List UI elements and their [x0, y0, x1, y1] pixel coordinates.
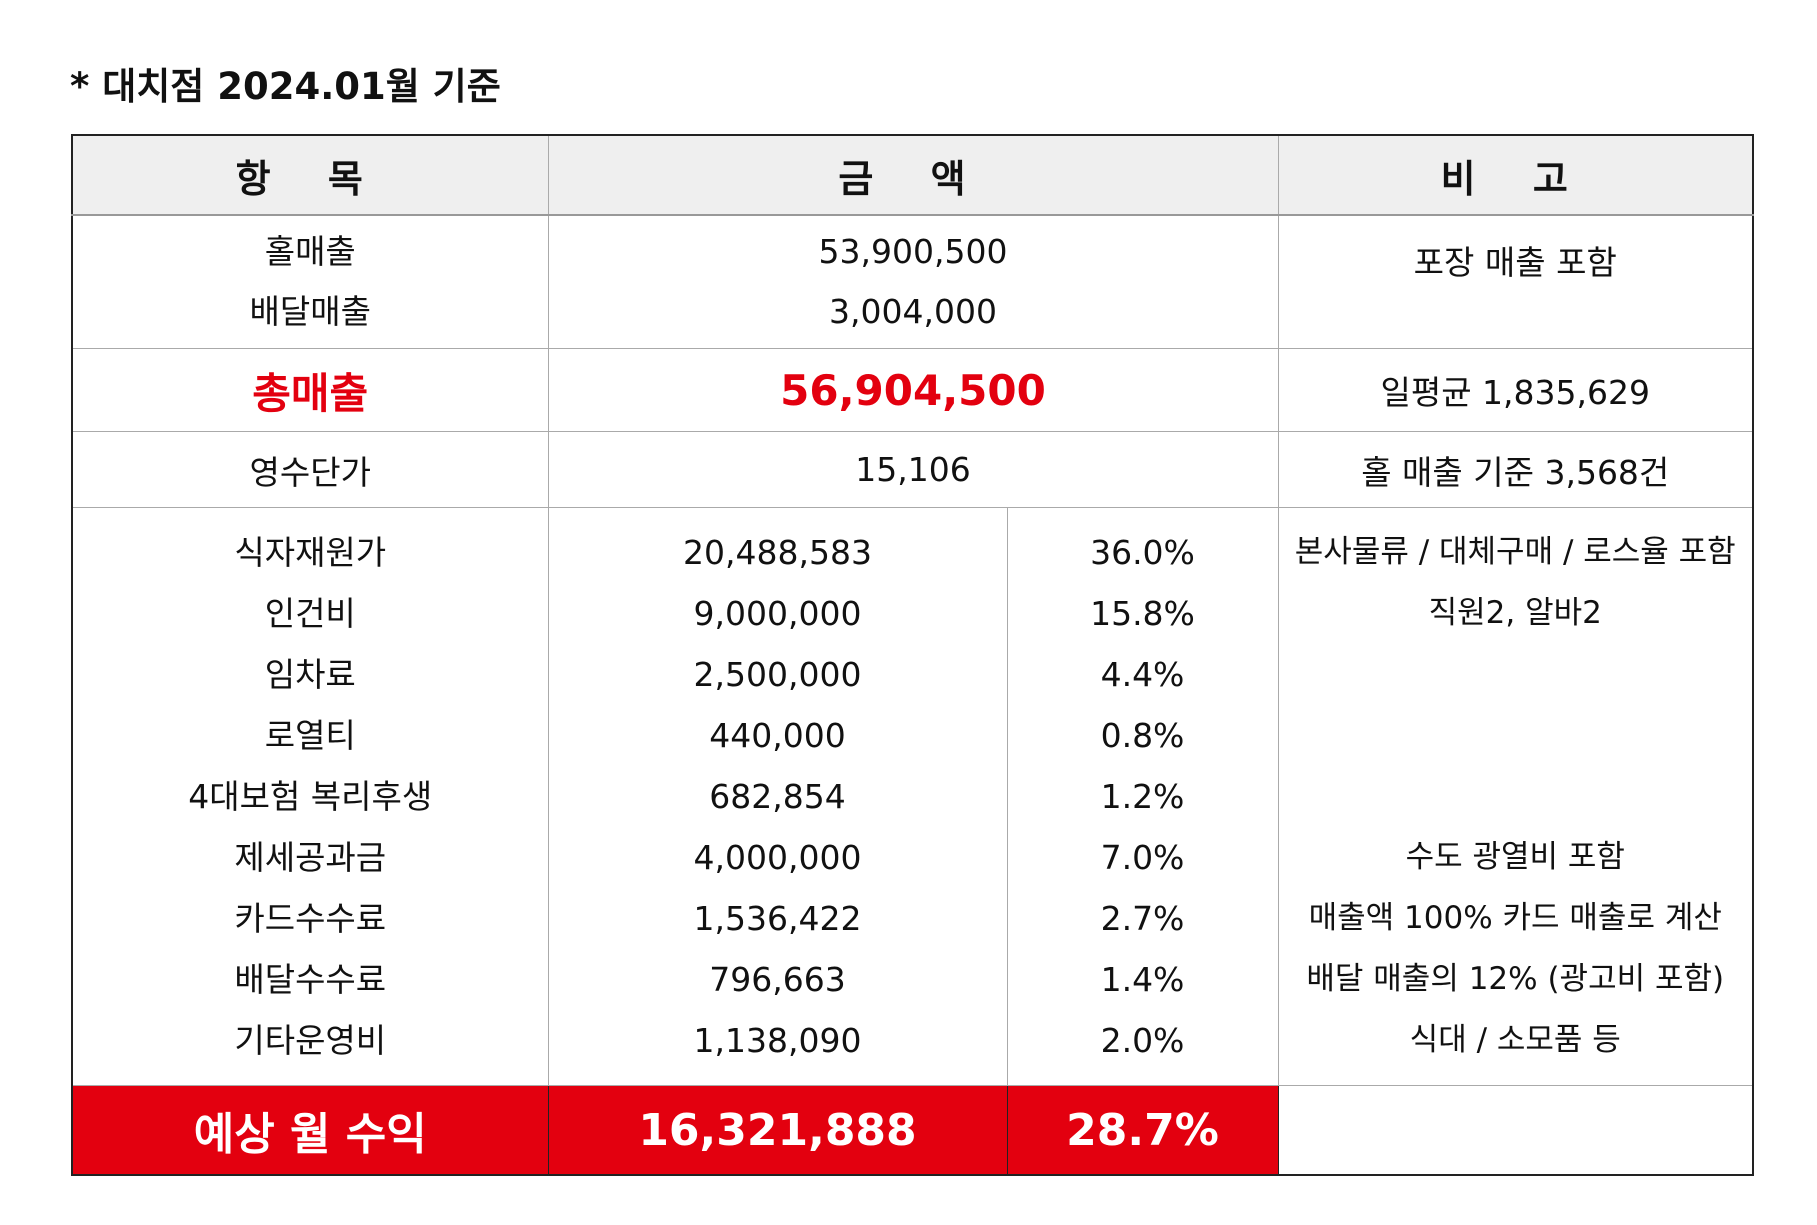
- sales-amounts: 53,900,500 3,004,000: [547, 214, 1279, 349]
- cost-label: 배달수수료: [234, 960, 387, 999]
- sales-remark-cell: 포장 매출 포함: [1277, 214, 1754, 349]
- profit-table: 항 목 금 액 비 고 홀매출 배달매출 53,900,500 3,004,00…: [71, 134, 1754, 1176]
- cost-amount: 682,854: [709, 777, 846, 816]
- unit-price-row: 영수단가 15,106 홀 매출 기준 3,568건: [71, 431, 1754, 508]
- cost-remark: 식대 / 소모품 등: [1409, 1022, 1621, 1058]
- cost-percent: 2.7%: [1100, 899, 1185, 938]
- unit-price-remark: 홀 매출 기준 3,568건: [1277, 431, 1754, 508]
- profit-row: 예상 월 수익 16,321,888 28.7%: [71, 1085, 1754, 1176]
- cost-remark: 본사물류 / 대체구매 / 로스율 포함: [1294, 534, 1736, 570]
- cost-label: 임차료: [264, 655, 356, 694]
- cost-remark: [1279, 766, 1753, 827]
- cost-percent: 36.0%: [1090, 533, 1195, 572]
- cost-label: 기타운영비: [234, 1021, 387, 1060]
- cost-percent: 4.4%: [1100, 655, 1185, 694]
- cost-remarks: 본사물류 / 대체구매 / 로스율 포함 직원2, 알바2 수도 광열비 포함 …: [1277, 507, 1754, 1086]
- costs-row: 식자재원가 인건비 임차료 로열티 4대보험 복리후생 제세공과금 카드수수료 …: [71, 507, 1754, 1086]
- cost-percent: 2.0%: [1100, 1021, 1185, 1060]
- cost-labels: 식자재원가 인건비 임차료 로열티 4대보험 복리후생 제세공과금 카드수수료 …: [71, 507, 549, 1086]
- profit-label: 예상 월 수익: [71, 1085, 549, 1176]
- hall-sales-amount: 53,900,500: [818, 232, 1008, 271]
- cost-amount: 2,500,000: [693, 655, 862, 694]
- cost-percents: 36.0% 15.8% 4.4% 0.8% 1.2% 7.0% 2.7% 1.4…: [1006, 507, 1279, 1086]
- total-amount: 56,904,500: [547, 348, 1279, 432]
- cost-label: 식자재원가: [234, 533, 387, 572]
- cost-amount: 9,000,000: [693, 594, 862, 633]
- cost-percent: 15.8%: [1090, 594, 1195, 633]
- cost-amount: 1,138,090: [693, 1021, 862, 1060]
- header-row: 항 목 금 액 비 고: [71, 134, 1754, 216]
- basis-note: * 대치점 2024.01월 기준: [70, 65, 501, 108]
- cost-label: 4대보험 복리후생: [188, 777, 433, 816]
- total-row: 총매출 56,904,500 일평균 1,835,629: [71, 348, 1754, 432]
- profit-amount: 16,321,888: [547, 1085, 1008, 1176]
- cost-remark: 직원2, 알바2: [1428, 595, 1602, 631]
- cost-remark: 매출액 100% 카드 매출로 계산: [1308, 900, 1722, 936]
- total-remark: 일평균 1,835,629: [1277, 348, 1754, 432]
- header-item: 항 목: [71, 134, 549, 216]
- cost-percent: 1.4%: [1100, 960, 1185, 999]
- sales-labels: 홀매출 배달매출: [71, 214, 549, 349]
- cost-label: 인건비: [264, 594, 356, 633]
- sales-row: 홀매출 배달매출 53,900,500 3,004,000 포장 매출 포함: [71, 214, 1754, 349]
- cost-remark: [1279, 644, 1753, 705]
- header-remark: 비 고: [1277, 134, 1754, 216]
- sales-remark: 포장 매출 포함: [1413, 243, 1617, 282]
- cost-amount: 4,000,000: [693, 838, 862, 877]
- cost-amounts: 20,488,583 9,000,000 2,500,000 440,000 6…: [547, 507, 1008, 1086]
- cost-amount: 1,536,422: [693, 899, 862, 938]
- cost-amount: 20,488,583: [683, 533, 872, 572]
- unit-price-amount: 15,106: [547, 431, 1279, 508]
- delivery-sales-label: 배달매출: [249, 292, 371, 331]
- header-amount: 금 액: [547, 134, 1279, 216]
- cost-remark: [1279, 705, 1753, 766]
- total-label: 총매출: [71, 348, 549, 432]
- profit-percent: 28.7%: [1006, 1085, 1279, 1176]
- cost-remark: 수도 광열비 포함: [1405, 839, 1625, 875]
- cost-percent: 0.8%: [1100, 716, 1185, 755]
- cost-amount: 796,663: [709, 960, 846, 999]
- hall-sales-label: 홀매출: [264, 232, 356, 271]
- unit-price-label: 영수단가: [71, 431, 549, 508]
- cost-remark: 배달 매출의 12% (광고비 포함): [1306, 961, 1725, 997]
- cost-label: 카드수수료: [234, 899, 387, 938]
- cost-label: 로열티: [264, 716, 356, 755]
- cost-label: 제세공과금: [234, 838, 387, 877]
- cost-percent: 1.2%: [1100, 777, 1185, 816]
- profit-remark-empty: [1277, 1085, 1754, 1176]
- cost-amount: 440,000: [709, 716, 846, 755]
- delivery-sales-amount: 3,004,000: [829, 292, 997, 331]
- cost-percent: 7.0%: [1100, 838, 1185, 877]
